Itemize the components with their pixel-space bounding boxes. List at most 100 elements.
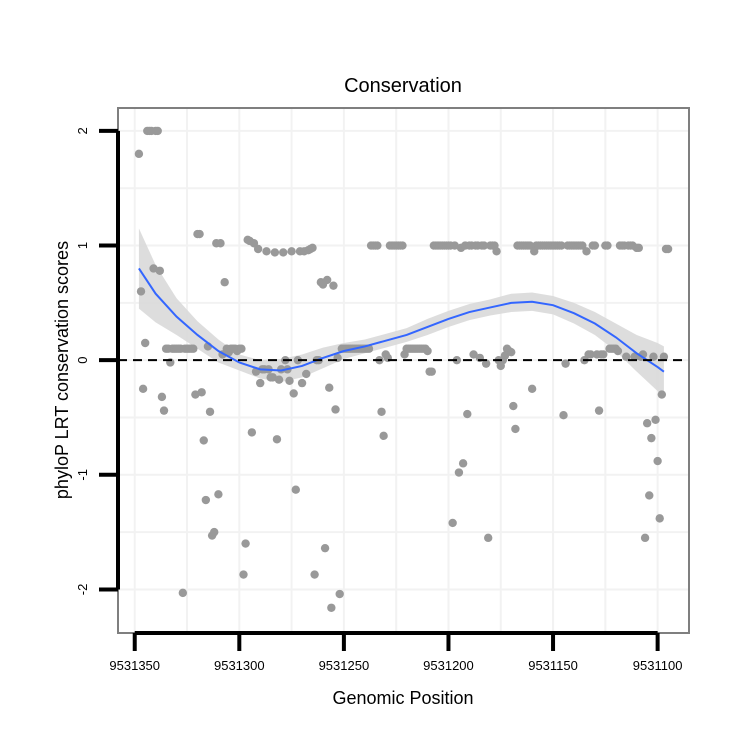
x-axis-label: Genomic Position [332, 688, 473, 708]
data-point [197, 388, 206, 397]
x-tick-label: 9531350 [109, 658, 160, 673]
data-point [253, 244, 263, 254]
data-point [640, 533, 650, 543]
data-point [481, 359, 491, 368]
data-point [241, 539, 250, 548]
data-point [199, 436, 208, 445]
data-point [557, 241, 566, 250]
data-point [140, 338, 150, 348]
data-point [239, 570, 248, 579]
data-point [308, 243, 317, 253]
data-point [561, 359, 570, 368]
y-tick-label: -2 [75, 584, 90, 596]
confidence-band-area [138, 228, 664, 397]
data-point [454, 468, 464, 477]
data-point [272, 435, 282, 444]
data-point [287, 247, 296, 256]
data-point [289, 389, 298, 398]
x-tick-label: 9531300 [214, 658, 265, 673]
data-point [655, 514, 664, 523]
data-point [599, 350, 608, 359]
data-point [214, 490, 223, 499]
data-point [634, 243, 644, 253]
data-point [276, 365, 286, 374]
data-point [159, 406, 169, 415]
data-point [586, 350, 595, 359]
data-point [220, 278, 229, 287]
plot-background [118, 108, 689, 633]
data-point [647, 433, 656, 443]
data-point [279, 248, 288, 257]
y-tick-label: 0 [75, 357, 90, 364]
smooth-curve [138, 267, 665, 373]
x-tick-label: 9531150 [528, 658, 578, 673]
y-axis-label: phyloP LRT conservation scores [52, 241, 72, 499]
data-point [642, 419, 652, 428]
smooth-line [138, 267, 665, 373]
data-point [590, 241, 600, 250]
data-point [335, 589, 344, 599]
confidence-band [138, 228, 664, 397]
data-point [262, 247, 271, 256]
data-point [153, 126, 162, 136]
data-point [651, 415, 660, 424]
data-point [613, 346, 623, 356]
data-points [134, 126, 673, 612]
data-point [559, 411, 568, 420]
data-point [256, 378, 265, 388]
x-tick-label: 9531250 [319, 658, 370, 673]
data-point [511, 424, 520, 434]
data-point [479, 241, 489, 250]
data-point [509, 401, 518, 411]
data-point [603, 241, 612, 250]
data-point [195, 229, 204, 239]
data-point [216, 239, 225, 248]
data-point [237, 344, 246, 353]
data-point [270, 248, 280, 257]
data-point [463, 409, 472, 419]
data-point [663, 244, 673, 254]
data-point [398, 241, 407, 250]
data-point [322, 275, 332, 285]
data-point [645, 491, 654, 500]
data-point [247, 428, 257, 437]
data-point [507, 347, 516, 357]
data-point [155, 266, 165, 275]
y-axis: -2 -1 0 1 2 [75, 127, 120, 596]
data-point [659, 352, 669, 361]
chart-title: Conservation [344, 75, 462, 97]
data-point [138, 384, 148, 394]
data-point [469, 350, 478, 359]
data-point [178, 588, 188, 598]
data-point [327, 603, 336, 612]
data-point [285, 376, 294, 386]
y-tick-label: 1 [75, 242, 90, 249]
data-point [189, 344, 198, 353]
data-point [201, 495, 211, 505]
data-point [527, 384, 537, 394]
data-point [373, 241, 382, 250]
data-point [293, 355, 303, 365]
data-point [423, 346, 432, 356]
y-tick-label: 2 [75, 127, 90, 134]
data-point [320, 543, 330, 553]
data-point [622, 352, 631, 361]
data-point [649, 352, 658, 361]
x-tick-label: 9531200 [423, 658, 474, 673]
data-point [329, 281, 338, 290]
data-point [291, 485, 300, 494]
data-point [582, 247, 591, 256]
data-point [653, 456, 662, 466]
data-point [136, 287, 146, 296]
x-tick-label: 9531100 [633, 658, 683, 673]
data-point [630, 352, 639, 361]
data-point [205, 407, 215, 416]
data-point [302, 369, 311, 379]
y-tick-label: -1 [75, 469, 90, 481]
data-point [157, 392, 167, 402]
data-point [331, 405, 340, 414]
data-point [492, 247, 501, 256]
x-axis: 9531350 9531300 9531250 9531200 9531150 95311… [109, 631, 683, 673]
data-point [377, 407, 386, 416]
